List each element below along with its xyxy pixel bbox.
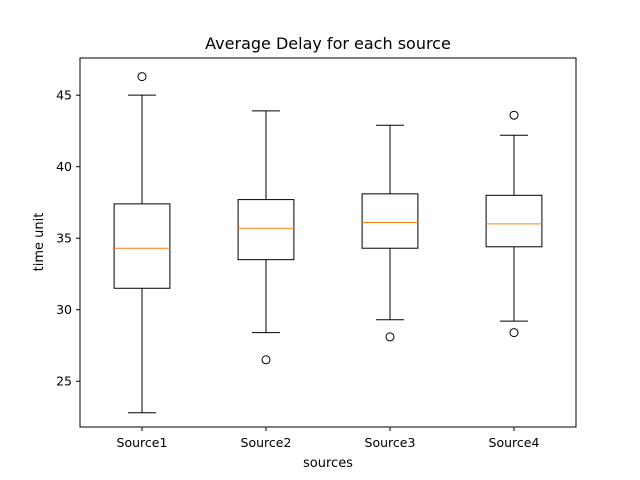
y-tick-label: 40 [56,159,72,174]
y-tick-label: 30 [56,302,72,317]
x-tick-label: Source3 [365,435,416,450]
y-axis-label: time unit [32,213,47,272]
x-tick-label: Source1 [117,435,168,450]
outlier-point [385,332,395,342]
outlier-point [261,355,271,365]
y-tick-label: 35 [56,231,72,246]
plot-area: 25 30 35 40 45 Source1 Source2 Source3 Source4 [56,72,543,450]
box-iqr [361,193,419,249]
box-iqr [237,199,295,261]
x-axis-label: sources [303,456,353,471]
x-tick-label: Source4 [489,435,540,450]
y-tick-label: 45 [56,88,72,103]
y-tick-label: 25 [56,374,72,389]
x-tick-label: Source2 [241,435,292,450]
chart-title: Average Delay for each source [205,34,451,53]
box-iqr [113,203,171,289]
outlier-point [137,72,147,82]
outlier-point [509,110,519,120]
outlier-point [509,328,519,338]
box-iqr [485,194,543,248]
plot-frame [79,57,577,428]
